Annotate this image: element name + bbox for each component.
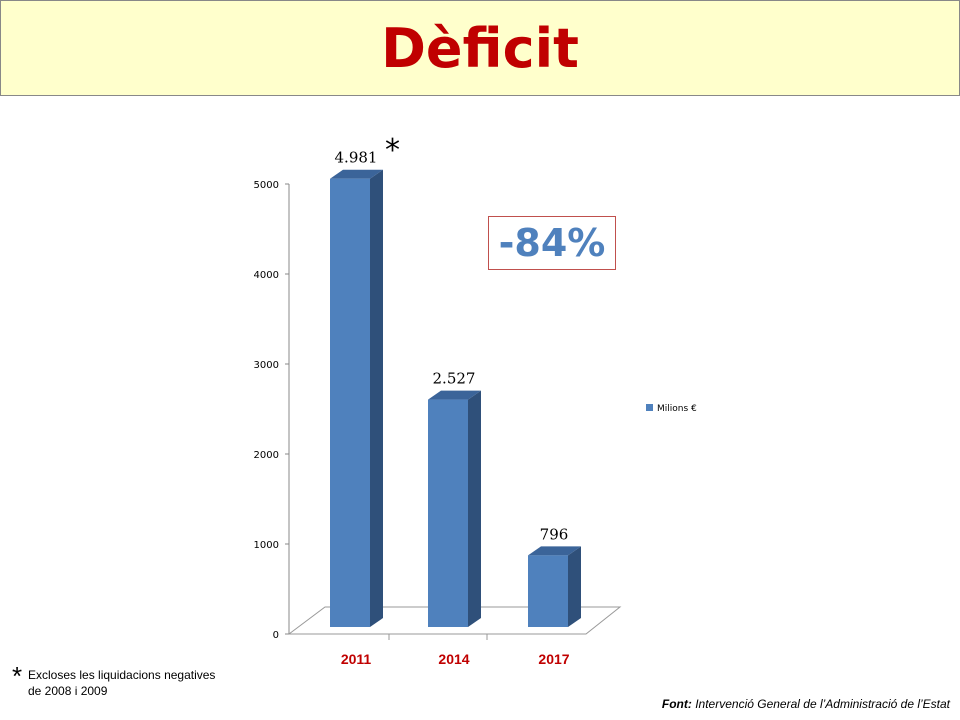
bar-top <box>330 169 383 179</box>
legend-label: Milions € <box>657 404 697 414</box>
bar-side <box>468 390 481 627</box>
change-badge: -84% <box>488 216 616 270</box>
bar-top <box>528 546 581 556</box>
y-tick-label: 2000 <box>254 450 279 461</box>
data-label: 796 <box>540 525 569 543</box>
bar-top <box>428 390 481 400</box>
y-tick-label: 5000 <box>254 180 279 191</box>
y-tick-label: 3000 <box>254 360 279 371</box>
source-label: Font: <box>661 697 692 711</box>
bar-side <box>370 169 383 627</box>
bar-side <box>568 546 581 627</box>
source-note: Font: Intervenció General de l’Administr… <box>662 697 950 711</box>
footnote-text: Excloses les liquidacions negatives de 2… <box>28 668 216 698</box>
title-banner: Dèficit <box>0 0 960 96</box>
bar <box>428 399 468 627</box>
data-label: 4.981 <box>335 149 378 167</box>
data-label: 2.527 <box>433 370 476 388</box>
category-label: 2017 <box>538 651 569 667</box>
bar <box>330 178 370 627</box>
bar <box>528 555 568 627</box>
legend-swatch <box>646 404 653 411</box>
category-label: 2011 <box>341 651 372 667</box>
y-tick-label: 4000 <box>254 270 279 281</box>
y-tick-label: 1000 <box>254 540 279 551</box>
asterisk-marker: * <box>12 661 23 691</box>
y-tick-label: 0 <box>273 630 279 641</box>
category-label: 2014 <box>438 651 469 667</box>
page-title: Dèficit <box>381 17 579 80</box>
source-text: Intervenció General de l’Administració d… <box>691 697 950 711</box>
annotation-asterisk: * <box>385 133 400 168</box>
